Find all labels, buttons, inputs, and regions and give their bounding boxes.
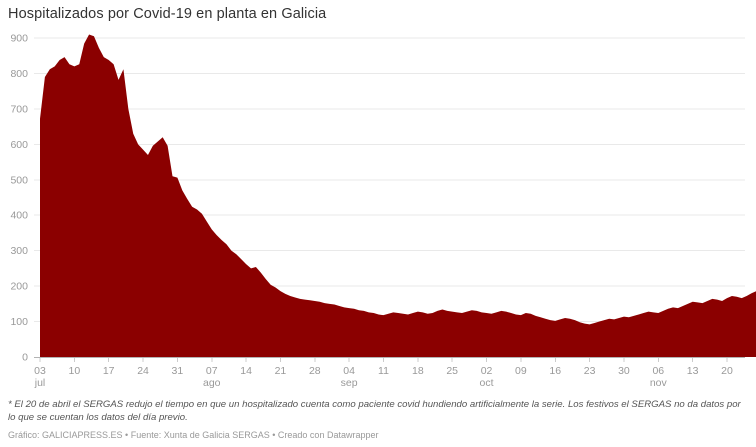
- x-axis-day-label: 20: [721, 365, 733, 377]
- x-axis-day-label: 16: [549, 365, 561, 377]
- y-axis-tick-label: 300: [10, 245, 28, 257]
- x-axis-day-label: 06: [652, 365, 664, 377]
- x-axis-month-label: nov: [650, 377, 668, 388]
- y-axis-tick-label: 100: [10, 316, 28, 328]
- page-title: Hospitalizados por Covid-19 en planta en…: [8, 6, 327, 22]
- y-axis-labels-group: 0 100 200 300 400 500 600 700 800 900: [10, 33, 28, 364]
- x-axis-day-label: 28: [309, 365, 321, 377]
- x-axis-day-label: 30: [618, 365, 630, 377]
- x-axis-day-label: 24: [137, 365, 149, 377]
- x-axis-month-label: jul: [34, 377, 46, 388]
- y-axis-tick-label: 500: [10, 174, 28, 186]
- x-axis-day-label: 25: [446, 365, 458, 377]
- y-axis-tick-label: 700: [10, 103, 28, 115]
- footnote-text: * El 20 de abril el SERGAS redujo el tie…: [8, 399, 741, 424]
- x-axis-day-label: 10: [69, 365, 81, 377]
- x-axis-day-label: 31: [172, 365, 184, 377]
- x-axis-day-label: 09: [515, 365, 527, 377]
- x-axis-month-label: ago: [203, 377, 221, 388]
- y-axis-tick-label: 800: [10, 68, 28, 80]
- x-axis-day-label: 23: [584, 365, 596, 377]
- x-axis-month-label: oct: [480, 377, 494, 388]
- credit-line: Gráfico: GALICIAPRESS.ES • Fuente: Xunta…: [8, 430, 379, 440]
- x-axis-day-label: 13: [687, 365, 699, 377]
- x-axis-month-label: sep: [341, 377, 358, 388]
- y-axis-tick-label: 600: [10, 139, 28, 151]
- plot-area: 0 100 200 300 400 500 600 700 800 900 03 jul 10 17 24…: [0, 28, 756, 388]
- y-axis-tick-label: 0: [22, 352, 28, 364]
- y-axis-tick-label: 900: [10, 33, 28, 45]
- x-axis-day-label: 18: [412, 365, 424, 377]
- x-axis-day-label: 03: [34, 365, 46, 377]
- x-axis-day-label: 21: [275, 365, 287, 377]
- y-axis-tick-label: 200: [10, 281, 28, 293]
- x-axis-day-label: 07: [206, 365, 218, 377]
- x-axis-day-label: 17: [103, 365, 115, 377]
- x-axis-day-label: 11: [378, 365, 389, 377]
- x-axis-day-label: 14: [240, 365, 252, 377]
- x-axis-day-label: 04: [343, 365, 355, 377]
- x-axis-day-label: 02: [481, 365, 493, 377]
- series-area-hospitalizados: [40, 34, 756, 357]
- y-axis-tick-label: 400: [10, 210, 28, 222]
